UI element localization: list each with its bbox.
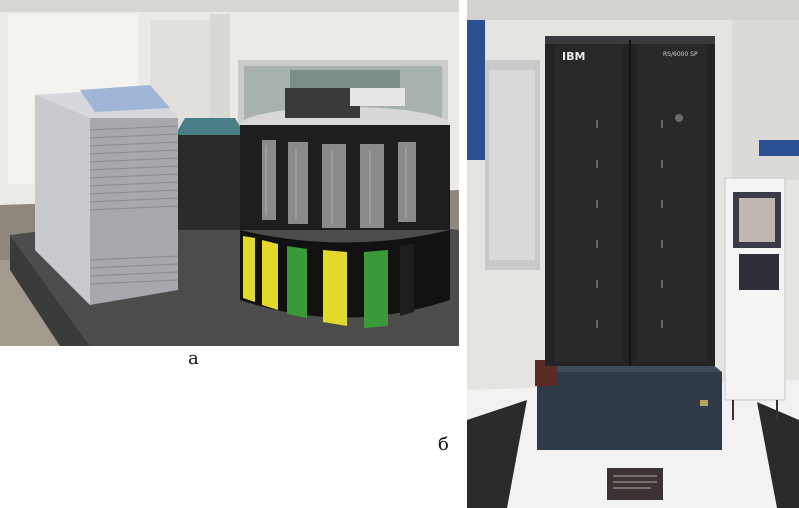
photo-panel-b: IBM RS/6000 SP <box>467 0 799 508</box>
model-badge-text: RS/6000 SP <box>663 51 698 58</box>
ibm-logo-text: IBM <box>562 50 585 63</box>
supercomputer-a-image <box>0 0 459 346</box>
photo-panel-a <box>0 0 459 346</box>
caption-b: б <box>438 434 449 455</box>
supercomputer-b-image: IBM RS/6000 SP <box>467 0 799 508</box>
caption-a: а <box>188 348 199 369</box>
